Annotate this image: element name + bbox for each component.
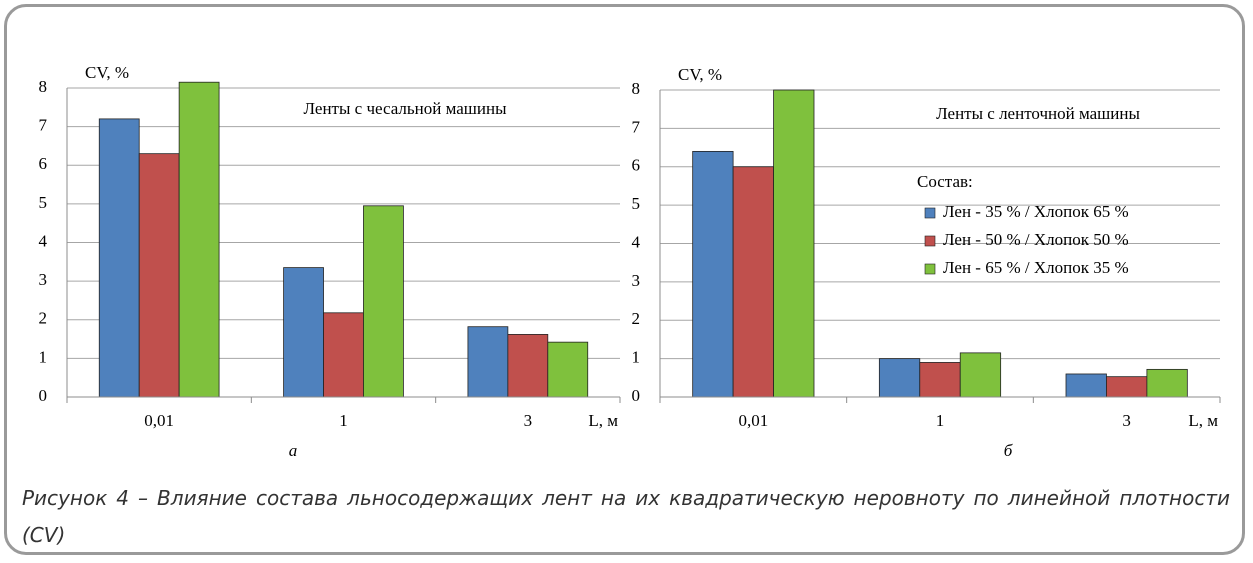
bar bbox=[98, 118, 140, 398]
y-tick-label: 6 bbox=[632, 156, 641, 175]
caption: Рисунок 4 – Влияние состава льносодержащ… bbox=[22, 486, 1230, 547]
y-tick-label: 2 bbox=[39, 309, 48, 328]
legend-swatch bbox=[924, 263, 936, 275]
bar bbox=[1146, 368, 1188, 398]
x-axis-label: L, м bbox=[1188, 411, 1218, 430]
y-tick-label: 5 bbox=[39, 193, 48, 212]
x-tick-label: 1 bbox=[936, 411, 945, 430]
y-tick-label: 8 bbox=[632, 79, 641, 98]
y-tick-label: 3 bbox=[39, 270, 48, 289]
bar bbox=[283, 267, 324, 398]
legend-swatch bbox=[924, 235, 936, 247]
y-tick-label: 4 bbox=[632, 232, 641, 251]
bar bbox=[878, 358, 921, 398]
y-tick-label: 3 bbox=[632, 271, 641, 290]
panel-label: а bbox=[289, 441, 298, 460]
y-tick-label: 0 bbox=[632, 386, 641, 405]
y-tick-label: 7 bbox=[39, 116, 48, 135]
y-axis-label: CV, % bbox=[678, 65, 722, 84]
panel-label: б bbox=[1004, 441, 1013, 460]
x-axis-label: L, м bbox=[588, 411, 618, 430]
bar bbox=[178, 81, 220, 398]
bar bbox=[507, 334, 549, 398]
bar bbox=[1065, 373, 1107, 398]
y-tick-label: 7 bbox=[632, 117, 641, 136]
x-tick-label: 0,01 bbox=[738, 411, 768, 430]
x-tick-label: 3 bbox=[1122, 411, 1131, 430]
bar bbox=[547, 341, 589, 398]
y-tick-label: 1 bbox=[632, 348, 641, 367]
figure-frame bbox=[4, 4, 1245, 555]
y-tick-label: 5 bbox=[632, 194, 641, 213]
legend-label: Лен - 35 % / Хлопок 65 % bbox=[943, 202, 1129, 221]
chart: 0 1 2 3 4 5 6 7 8 0,01 1 3 CV, % L, м Ленты с чесально… bbox=[39, 63, 1221, 460]
y-tick-label: 0 bbox=[39, 386, 48, 405]
y-axis-label: CV, % bbox=[85, 63, 129, 82]
bar bbox=[363, 205, 404, 398]
bar bbox=[138, 153, 180, 398]
y-tick-label: 8 bbox=[39, 77, 48, 96]
bar bbox=[959, 352, 1002, 398]
y-tick-label: 2 bbox=[632, 309, 641, 328]
bar bbox=[467, 326, 509, 398]
bar bbox=[773, 89, 815, 398]
x-tick-label: 3 bbox=[524, 411, 533, 430]
bar bbox=[1106, 376, 1148, 398]
bar bbox=[323, 312, 364, 398]
legend-title: Состав: bbox=[917, 172, 973, 191]
y-tick-label: 6 bbox=[39, 154, 48, 173]
x-tick-label: 1 bbox=[339, 411, 348, 430]
legend-swatch bbox=[924, 207, 936, 219]
annotation: Ленты с ленточной машины bbox=[936, 104, 1140, 123]
bar bbox=[692, 150, 734, 398]
y-tick-label: 1 bbox=[39, 347, 48, 366]
bar bbox=[919, 362, 961, 398]
bar bbox=[732, 166, 774, 398]
legend-label: Лен - 50 % / Хлопок 50 % bbox=[943, 230, 1129, 249]
x-tick-label: 0,01 bbox=[144, 411, 174, 430]
legend-label: Лен - 65 % / Хлопок 35 % bbox=[943, 258, 1129, 277]
y-tick-label: 4 bbox=[39, 231, 48, 250]
annotation: Ленты с чесальной машины bbox=[304, 99, 508, 118]
